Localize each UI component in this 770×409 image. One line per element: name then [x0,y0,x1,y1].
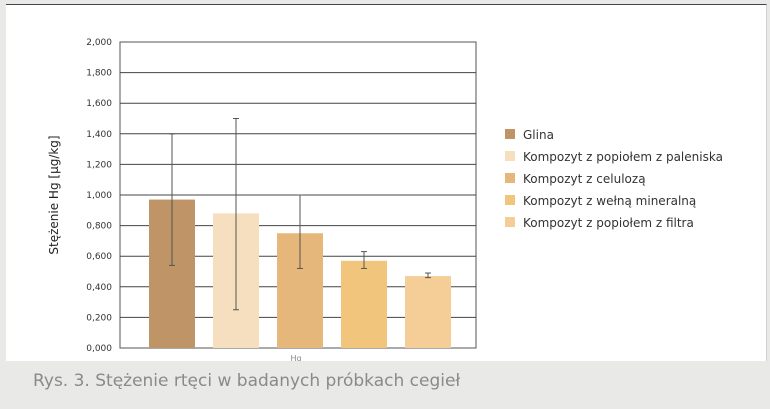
legend-label: Kompozyt z popiołem z filtra [523,216,694,230]
y-tick-label: 1,400 [86,130,112,140]
bar [405,276,451,348]
y-tick-label: 1,200 [86,160,112,170]
legend-swatch [505,151,515,161]
legend-swatch [505,195,515,205]
legend-swatch [505,173,515,183]
legend-label: Kompozyt z wełną mineralną [523,194,696,208]
y-axis-label: Stężenie Hg [µg/kg] [47,135,61,254]
bar [341,260,387,348]
legend-label: Kompozyt z popiołem z paleniska [523,150,723,164]
legend: Glina Kompozyt z popiołem z paleniska Komp… [505,128,723,230]
y-tick-labels: 0,000 0,200 0,400 0,600 0,800 1,000 1,200 1,400… [86,38,112,354]
y-tick-label: 1,000 [86,191,112,201]
y-tick-label: 2,000 [86,38,112,48]
figure-caption: Rys. 3. Stężenie rtęci w badanych próbka… [33,371,461,391]
x-category-label: Hg [290,354,301,361]
y-tick-label: 0,600 [86,252,112,262]
legend-label: Kompozyt z celulozą [523,172,646,186]
legend-label: Glina [523,128,554,142]
legend-swatch [505,129,515,139]
y-tick-label: 0,200 [86,313,112,323]
y-tick-label: 1,800 [86,69,112,79]
y-tick-label: 0,000 [86,344,112,354]
y-tick-label: 0,400 [86,283,112,293]
error-bars [169,118,431,311]
legend-swatch [505,217,515,227]
y-tick-label: 0,800 [86,222,112,232]
bar-chart: 0,000 0,200 0,400 0,600 0,800 1,000 1,200 1,400… [47,38,723,361]
y-tick-label: 1,600 [86,99,112,109]
figure-frame: 0,000 0,200 0,400 0,600 0,800 1,000 1,200 1,400… [6,4,767,361]
